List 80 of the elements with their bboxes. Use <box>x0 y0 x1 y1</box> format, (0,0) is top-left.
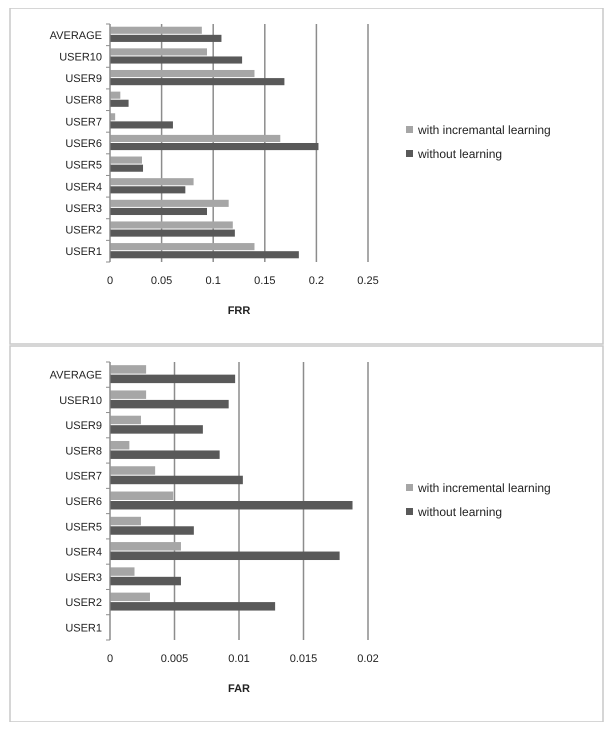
bar <box>110 70 254 78</box>
y-tick-label: USER5 <box>65 521 102 534</box>
y-tick-label: USER8 <box>65 445 102 458</box>
x-tick-label: 0.01 <box>228 653 250 665</box>
bar <box>110 100 129 107</box>
bar <box>110 466 156 475</box>
legend-label: without learning <box>417 505 502 519</box>
y-tick-label: AVERAGE <box>50 30 102 42</box>
y-tick-label: USER9 <box>65 73 102 86</box>
y-tick-label: USER1 <box>65 246 102 258</box>
bar <box>110 56 242 64</box>
x-axis-title: FRR <box>228 305 250 317</box>
bar <box>110 476 243 484</box>
y-tick-label: USER2 <box>65 597 102 610</box>
y-tick-label: USER9 <box>65 420 102 432</box>
y-tick-label: USER10 <box>59 394 102 407</box>
y-tick-label: USER10 <box>59 51 102 64</box>
bar <box>110 243 254 250</box>
y-tick-label: USER5 <box>65 160 102 172</box>
x-tick-label: 0.05 <box>150 275 172 287</box>
bar <box>110 230 235 237</box>
bar <box>110 526 194 535</box>
bar <box>110 416 141 424</box>
bar <box>110 425 203 434</box>
y-tick-label: USER4 <box>65 181 102 194</box>
bar <box>110 374 236 384</box>
y-tick-label: USER1 <box>65 622 102 634</box>
bar <box>110 450 220 459</box>
x-tick-label: 0 <box>106 275 114 287</box>
bar <box>110 143 318 150</box>
bar <box>110 186 186 194</box>
y-tick-label: USER7 <box>65 470 102 483</box>
bar <box>110 156 142 164</box>
bar <box>110 602 276 611</box>
bar <box>110 26 202 34</box>
y-tick-label: USER3 <box>65 202 102 215</box>
bar <box>110 221 233 229</box>
bar <box>110 576 181 586</box>
bar <box>110 200 229 207</box>
x-axis-title: FAR <box>228 683 250 695</box>
bar <box>110 492 174 500</box>
bar <box>110 34 222 42</box>
x-tick-label: 0.15 <box>254 275 276 287</box>
bar <box>110 542 181 551</box>
bar <box>110 552 340 560</box>
bar <box>110 121 173 128</box>
bar <box>110 400 229 408</box>
bar <box>110 440 130 450</box>
bar <box>110 365 146 374</box>
bar <box>110 134 280 142</box>
legend-label: with incremental learning <box>417 481 551 495</box>
bar <box>110 390 146 399</box>
bar <box>110 208 208 216</box>
y-tick-label: USER3 <box>65 572 102 584</box>
x-tick-label: 0.25 <box>357 275 379 287</box>
x-tick-label: 0 <box>106 653 114 665</box>
x-tick-label: 0.02 <box>357 653 379 665</box>
bar <box>110 48 208 56</box>
x-tick-label: 0.2 <box>308 275 324 287</box>
bar <box>110 592 150 602</box>
bar <box>110 164 144 172</box>
bar <box>110 92 120 99</box>
legend-label: without learning <box>417 147 502 161</box>
y-tick-label: USER4 <box>65 546 102 559</box>
y-tick-label: USER6 <box>65 496 102 508</box>
y-tick-label: USER8 <box>65 94 102 107</box>
bar <box>110 501 353 510</box>
y-tick-label: USER6 <box>65 138 102 150</box>
legend-label: with incremantal learning <box>417 123 551 137</box>
y-tick-label: AVERAGE <box>50 370 102 382</box>
bar <box>110 78 284 86</box>
bar <box>110 567 135 576</box>
bar <box>110 178 194 186</box>
y-tick-label: USER2 <box>65 224 102 237</box>
x-tick-label: 0.015 <box>290 653 318 665</box>
x-tick-label: 0.005 <box>160 653 188 665</box>
bar <box>110 251 299 258</box>
bar <box>110 516 141 526</box>
y-tick-label: USER7 <box>65 116 102 128</box>
x-tick-label: 0.1 <box>206 275 221 287</box>
